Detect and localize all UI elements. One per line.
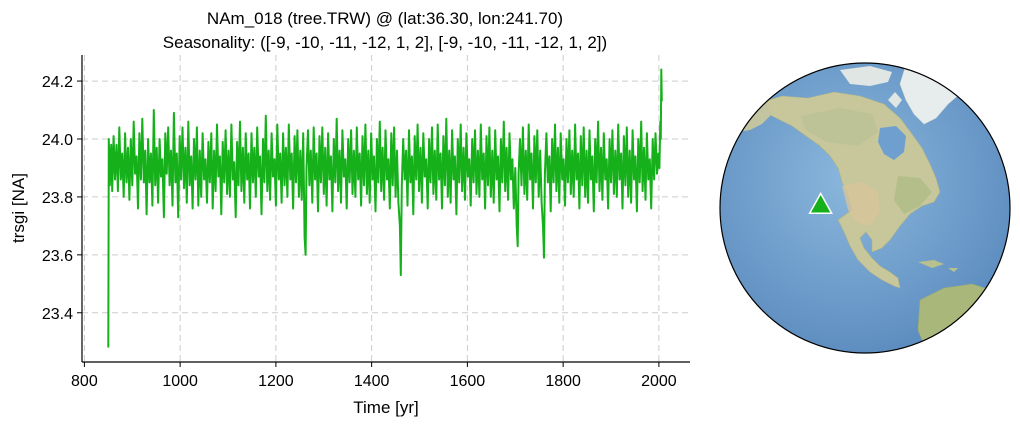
y-tick-label: 24.0 — [42, 132, 73, 149]
hudson-bay-shape — [878, 126, 906, 160]
chart-title-line2: Seasonality: ([-9, -10, -11, -12, 1, 2],… — [163, 33, 607, 52]
x-ticks: 800 1000 1200 1400 1600 1800 2000 — [71, 362, 677, 390]
site-marker-triangle — [808, 191, 833, 215]
series-group — [107, 68, 663, 348]
x-axis-label: Time [yr] — [353, 398, 418, 417]
arctic-islands-shape — [840, 66, 902, 108]
x-tick-label: 1800 — [545, 373, 581, 390]
x-tick-label: 1600 — [450, 373, 486, 390]
caribbean-islands-shape — [918, 260, 958, 272]
series-line — [107, 68, 663, 348]
globe-outline — [719, 62, 1011, 354]
y-tick-label: 24.2 — [42, 74, 73, 91]
y-axis-label: trsgi [NA] — [9, 173, 28, 243]
gridlines — [82, 55, 690, 362]
x-tick-label: 2000 — [641, 373, 677, 390]
x-tick-label: 800 — [71, 373, 98, 390]
south-america-shape — [917, 283, 1010, 353]
eastern-forest-tint — [894, 176, 932, 214]
x-tick-label: 1200 — [258, 373, 294, 390]
plot-area: 800 1000 1200 1400 1600 1800 2000 23.4 23.6 23.8… — [9, 55, 690, 417]
x-tick-label: 1000 — [162, 373, 198, 390]
y-tick-label: 23.4 — [42, 306, 73, 323]
boreal-tint — [800, 108, 878, 146]
y-tick-label: 23.6 — [42, 248, 73, 265]
y-tick-label: 23.8 — [42, 190, 73, 207]
y-ticks: 23.4 23.6 23.8 24.0 24.2 — [42, 74, 82, 323]
globe-map — [719, 62, 1011, 354]
chart-title-line1: NAm_018 (tree.TRW) @ (lat:36.30, lon:241… — [207, 9, 563, 28]
x-tick-label: 1400 — [354, 373, 390, 390]
western-us-highlands — [842, 182, 880, 226]
